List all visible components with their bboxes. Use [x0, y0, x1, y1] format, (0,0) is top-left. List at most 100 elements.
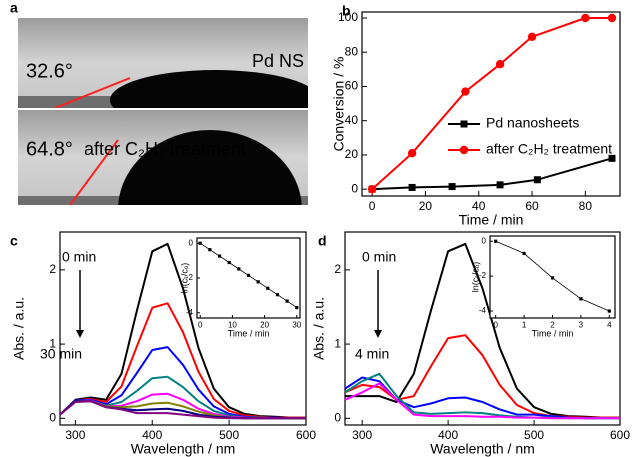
marker [533, 176, 541, 184]
x-axis-label: Time / min [228, 329, 270, 339]
panel-a: a 32.6° Pd NS 64.8° after C₂H₂ treatment [10, 0, 308, 205]
photo-top [18, 18, 308, 108]
y-axis-label: Conversion / % [331, 57, 347, 152]
marker [237, 267, 241, 271]
series-line [59, 346, 306, 420]
x-tick-label: 400 [142, 428, 162, 442]
x-tick-label: 20 [419, 199, 433, 213]
plot-frame [196, 237, 301, 319]
marker [266, 286, 270, 290]
chart: 0 10 20 30 0 -2 -4 Time / min ln(cₜ/cₒ) [179, 237, 302, 339]
y-axis-label: Abs. / a.u. [11, 297, 27, 360]
panel-label: d [318, 233, 327, 249]
x-tick-label: 20 [260, 320, 269, 329]
panel-label: c [10, 233, 18, 249]
marker [256, 280, 260, 284]
x-tick-label: 600 [610, 428, 630, 442]
marker [461, 87, 470, 96]
marker [496, 181, 504, 189]
plot-frame [59, 231, 307, 426]
x-tick-label: 3 [579, 320, 584, 329]
y-tick-label: 80 [345, 44, 359, 58]
series-line [59, 400, 306, 420]
marker [460, 120, 468, 128]
plot-frame [361, 11, 621, 197]
sample-label: after C₂H₂ treatment [84, 139, 246, 159]
y-tick-label: 0 [351, 181, 358, 195]
y-tick-label: 1 [334, 336, 341, 350]
x-tick-label: 400 [438, 428, 458, 442]
y-tick-label: 1 [49, 336, 56, 350]
x-tick-label: 600 [296, 428, 316, 442]
marker [608, 154, 616, 162]
x-tick-label: 0 [493, 320, 498, 329]
x-tick-label: 40 [472, 199, 486, 213]
x-tick-label: 2 [550, 320, 555, 329]
x-tick-label: 4 [607, 320, 612, 329]
y-tick-label: 20 [345, 147, 359, 161]
y-tick-label: -4 [479, 306, 487, 315]
x-tick-label: 300 [65, 428, 85, 442]
x-tick-label: 1 [522, 320, 527, 329]
y-axis-label: ln(cₜ/cₒ) [470, 262, 480, 293]
y-tick-label: 0 [334, 410, 341, 424]
angle-label: 64.8° [26, 138, 73, 160]
y-tick-label: 0 [482, 236, 487, 245]
marker [246, 273, 251, 277]
marker [522, 251, 526, 256]
y-tick-label: 100 [338, 10, 358, 24]
marker [367, 184, 377, 194]
annotation: 4 min [355, 346, 389, 362]
marker [217, 254, 222, 258]
x-tick-label: 300 [352, 428, 372, 442]
y-tick-label: 2 [334, 262, 341, 276]
marker [227, 260, 231, 265]
x-axis-label: Time / min [532, 329, 574, 339]
y-axis-label: Abs. / a.u. [311, 297, 327, 360]
marker [448, 183, 456, 191]
marker [407, 149, 417, 158]
y-tick-label: 60 [345, 79, 359, 93]
panel-label: b [342, 3, 351, 19]
y-tick-label: 0 [49, 410, 56, 424]
marker [295, 305, 299, 310]
x-tick-label: 10 [228, 320, 237, 329]
chart: 0 1 2 3 4 0 -2 -4 Time / min ln(cₜ/cₒ) [470, 235, 616, 339]
y-tick-label: 0 [189, 238, 194, 247]
marker [607, 13, 617, 23]
annotation: 0 min [62, 249, 96, 265]
x-tick-label: 60 [525, 199, 539, 213]
series-line [344, 382, 620, 420]
series-line [344, 372, 620, 420]
marker [408, 183, 416, 191]
sample-label: Pd NS [252, 51, 304, 71]
legend-label: after C₂H₂ treatment [486, 141, 612, 157]
marker [579, 297, 583, 301]
marker [495, 60, 505, 69]
series-line [371, 17, 612, 190]
chart: 0 20 40 60 80 0 20 40 60 80 100 Time / min Conversio… [331, 3, 621, 228]
marker [275, 293, 280, 297]
marker [607, 309, 611, 313]
series-line [372, 157, 613, 191]
panel-label: a [10, 0, 18, 16]
marker [494, 239, 498, 243]
arrow-head [374, 330, 382, 338]
x-axis-label: Time / min [459, 212, 524, 228]
marker [198, 241, 202, 245]
arrow-head [76, 330, 84, 338]
x-tick-label: 80 [579, 199, 593, 213]
plot-frame [344, 231, 621, 426]
marker [527, 32, 537, 42]
y-tick-label: -2 [479, 271, 487, 280]
y-tick-label: 2 [49, 262, 56, 276]
x-tick-label: 0 [369, 199, 376, 213]
photo-bottom [18, 110, 308, 205]
marker [459, 145, 469, 155]
y-tick-label: 40 [345, 113, 359, 127]
x-tick-label: 0 [198, 320, 203, 329]
y-axis-label: ln(cₜ/cₒ) [179, 263, 189, 294]
